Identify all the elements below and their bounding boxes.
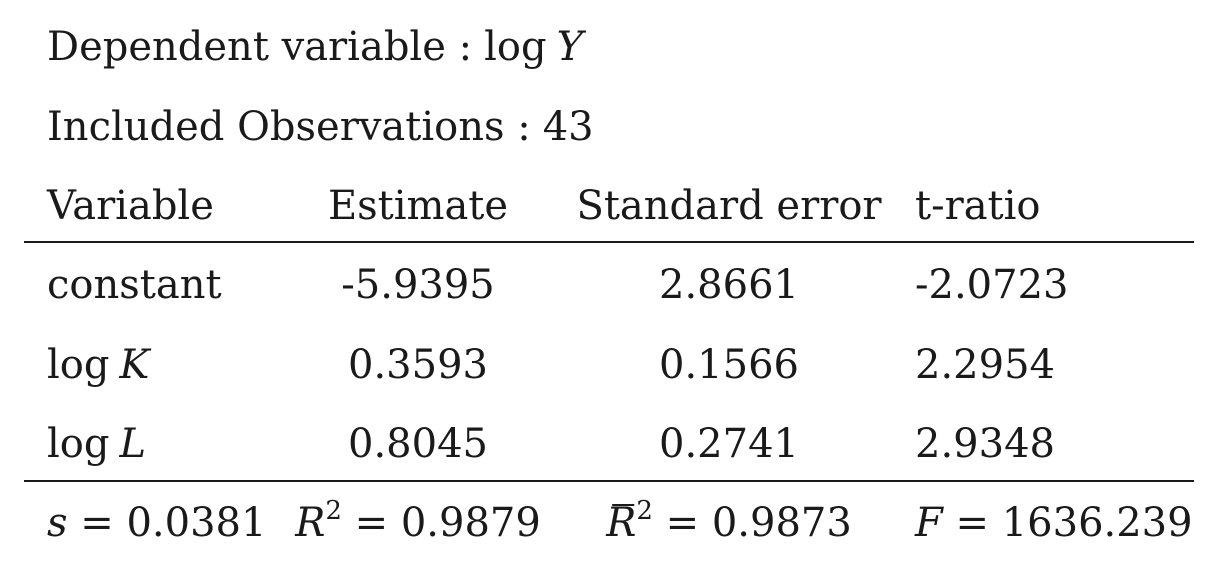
adjusted-r-squared-statistic: R2 = 0.9873 [606,496,852,546]
dependent-variable-line: Dependent variable : log Y [47,27,583,67]
header-rule [24,241,1194,243]
dependent-variable-label: Dependent variable : [47,24,473,70]
std-error-cell: 0.2741 [659,421,799,467]
t-ratio-cell: 2.9348 [915,421,1055,467]
estimate-cell: 0.3593 [348,342,488,388]
observations-label: Included Observations : [47,104,531,150]
column-header-variable: Variable [47,183,214,229]
std-error-cell: 0.1566 [659,342,799,388]
r-squared-statistic: R2 = 0.9879 [295,496,541,546]
variable-cell: constant [47,262,222,308]
t-ratio-cell: 2.2954 [915,342,1055,388]
t-ratio-cell: -2.0723 [915,262,1069,308]
variable-cell: log L [47,421,147,467]
observations-value: 43 [542,104,594,150]
std-error-cell: 2.8661 [659,262,799,308]
s-statistic: s = 0.0381 [47,500,267,546]
footer-rule [24,480,1194,482]
f-statistic: F = 1636.239 [915,500,1193,546]
column-header-standard-error: Standard error [576,183,882,229]
observations-line: Included Observations :43 [47,107,594,147]
estimate-cell: 0.8045 [348,421,488,467]
variable-cell: log K [47,342,150,388]
column-header-estimate: Estimate [327,183,509,229]
dependent-variable-value: log Y [484,24,583,70]
estimate-cell: -5.9395 [341,262,495,308]
column-header-t-ratio: t-ratio [915,183,1041,229]
